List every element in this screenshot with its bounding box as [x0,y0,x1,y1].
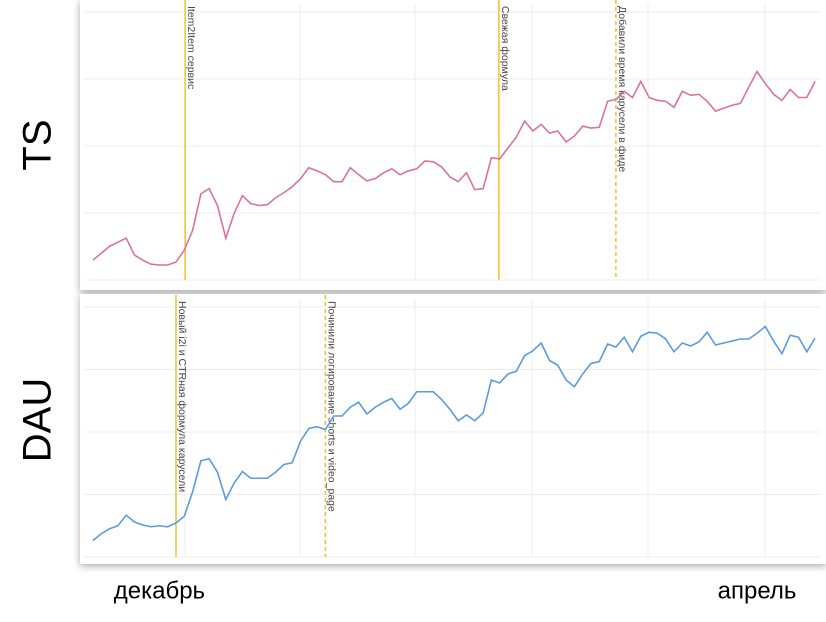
x-tick-label: апрель [718,577,797,604]
annotation-label: Свежая формула [499,6,511,91]
x-tick-label: декабрь [114,577,205,604]
dau-panel [80,294,826,564]
annotation-label: Починили логирование shorts и video_page [325,301,337,512]
line-series [92,69,816,266]
annotation-label: Новый i2i и CTRная формула карусели [176,301,188,492]
y-axis-label: DAU [16,378,60,462]
annotation-label: Item2Item сервис [185,6,197,89]
ts-panel [80,0,826,290]
y-axis-label: TS [16,119,60,170]
line-series [92,325,816,542]
annotation-label: Добавили время карусели в фиде [616,6,628,172]
